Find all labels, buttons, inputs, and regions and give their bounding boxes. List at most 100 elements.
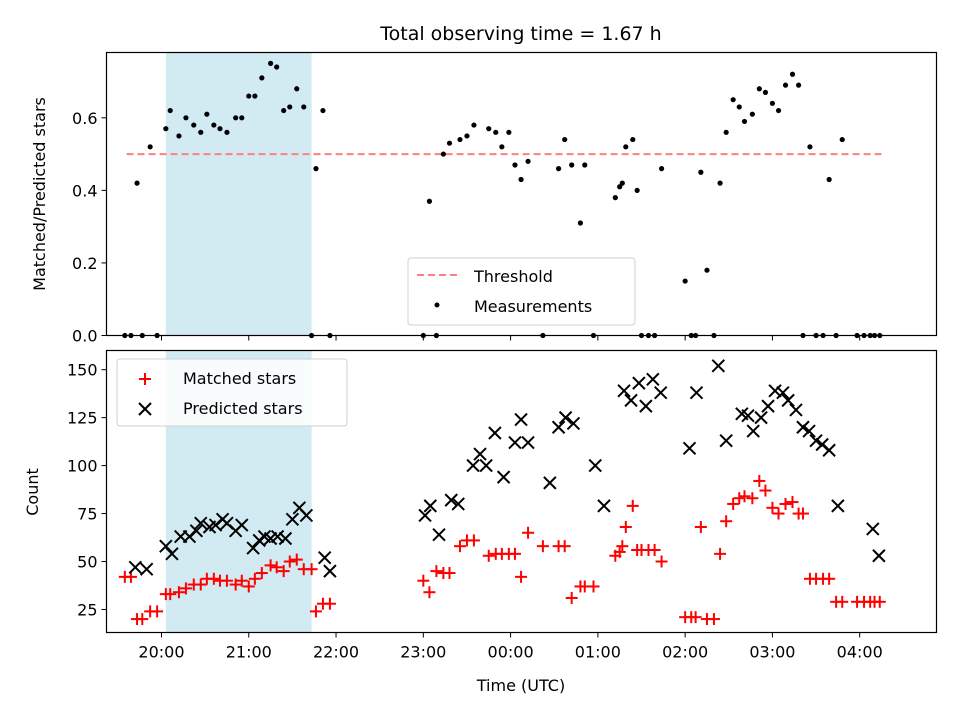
measurement-point (301, 104, 307, 110)
measurement-point (493, 129, 499, 135)
predicted-star-point (776, 385, 790, 400)
measurement-point (698, 169, 704, 175)
matched-star-point (508, 547, 521, 560)
matched-star-point (220, 574, 233, 587)
predicted-star-point (597, 499, 611, 513)
x-axis-label: Time (UTC) (476, 676, 565, 695)
measurement-point (259, 75, 265, 81)
matched-star-point (151, 605, 164, 618)
matched-star-point (759, 484, 772, 497)
predicted-star-point (496, 470, 511, 484)
matched-star-point (655, 555, 668, 568)
measurement-point (440, 151, 446, 157)
predicted-star-point (746, 424, 760, 438)
predicted-star-point (689, 385, 704, 400)
measurement-point (211, 122, 217, 128)
measurement-point (464, 133, 470, 139)
matched-star-point (587, 580, 600, 593)
predicted-star-point (451, 497, 465, 511)
measurement-point (796, 82, 802, 88)
y-tick-label: 25 (77, 600, 97, 619)
predicted-star-point (646, 372, 660, 386)
predicted-star-point (558, 410, 573, 425)
matched-star-point (270, 561, 283, 574)
matched-star-point (467, 534, 480, 547)
matched-star-point (522, 526, 535, 539)
predicted-star-point (285, 512, 300, 527)
measurement-point (736, 104, 742, 110)
matched-star-point (779, 497, 792, 510)
matched-star-point (290, 553, 303, 566)
measurement-point (320, 107, 326, 114)
measurement-point (446, 140, 453, 146)
matched-star-point (417, 574, 430, 587)
predicted-star-point (566, 416, 581, 431)
matched-star-point (720, 515, 733, 528)
measurement-point (239, 115, 245, 121)
predicted-star-point (588, 458, 602, 473)
predicted-star-point (128, 560, 143, 574)
measurement-point (658, 166, 665, 172)
measurement-point (723, 129, 729, 135)
predicted-star-point (423, 499, 438, 513)
predicted-star-point (488, 426, 502, 440)
predicted-star-point (317, 550, 332, 565)
measurements-legend-label: Measurements (474, 297, 592, 316)
x-tick-label: 20:00 (138, 643, 184, 662)
y-tick-label: 0.2 (72, 254, 97, 273)
measurement-point (499, 144, 505, 150)
predicted-star-point (246, 541, 260, 555)
measurement-point (634, 187, 640, 193)
predicted-star-point (754, 410, 768, 425)
matched-star-point (772, 507, 785, 520)
matched-star-point (536, 540, 549, 553)
matched-star-point (733, 492, 746, 505)
matched-star-point (264, 559, 277, 572)
matched-star-point (309, 605, 322, 618)
top-observing-band (165, 52, 312, 336)
count-panel-frame (105, 349, 938, 634)
predicted-star-point (432, 527, 446, 542)
matched-star-point (796, 507, 809, 520)
count-axis-label: Count (23, 468, 42, 516)
matched-star-point (207, 572, 220, 585)
y-tick-label: 125 (67, 409, 98, 428)
predicted-star-point (543, 476, 557, 490)
matched-star-point (823, 572, 836, 585)
predicted-star-point (789, 403, 803, 417)
matched-star-point (136, 613, 149, 626)
matched-star-point (836, 595, 849, 608)
predicted-star-point (139, 562, 154, 576)
x-tick-label: 02:00 (662, 643, 708, 662)
matched-star-point (423, 586, 436, 599)
ratio-legend-frame (407, 257, 636, 326)
measurement-point (167, 107, 173, 114)
measurement-point (582, 162, 588, 168)
matched-star-point (194, 578, 207, 591)
measurement-point (506, 129, 512, 135)
measurement-point (183, 115, 189, 121)
matched-star-point (738, 490, 751, 503)
predicted-star-point (189, 524, 204, 538)
measurement-point (730, 97, 736, 103)
predicted-star-point (796, 420, 810, 434)
y-tick-label: 0.6 (72, 109, 97, 128)
measurement-point (826, 176, 832, 183)
ratio-panel: 0.0 0.2 0.4 0.6 Matched/Predicted stars Thr… (30, 51, 938, 346)
predicted-star-point (159, 539, 173, 553)
predicted-star-point (299, 508, 314, 523)
matched-star-point (619, 520, 632, 533)
measurement-point (198, 129, 204, 135)
matched-star-point (229, 578, 242, 591)
predicted-star-point (323, 564, 337, 578)
measurement-point (294, 86, 300, 92)
predicted-star-point (624, 393, 638, 408)
y-tick-label: 75 (77, 505, 97, 524)
measurement-point (233, 115, 239, 121)
matched-star-point (707, 613, 720, 626)
matched-star-point (727, 497, 740, 510)
predicted-star-point (418, 508, 432, 523)
predicted-star-point (781, 393, 795, 408)
measurement-point (486, 126, 492, 132)
